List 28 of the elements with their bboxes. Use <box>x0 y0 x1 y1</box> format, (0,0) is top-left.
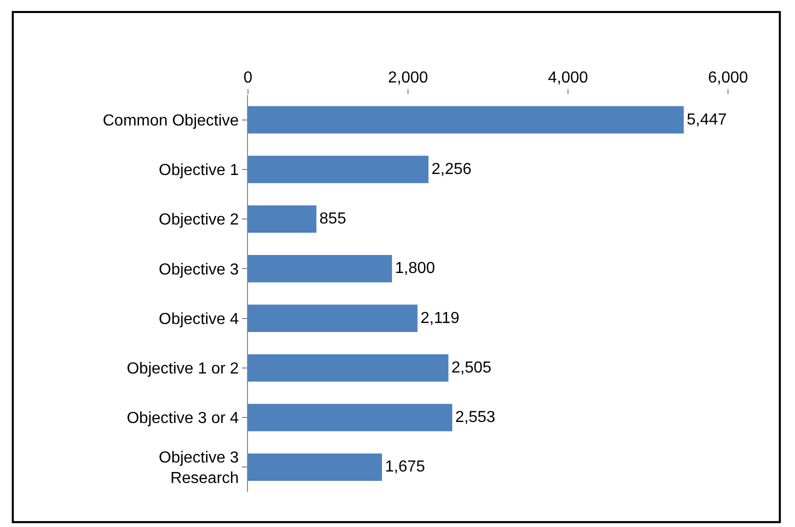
y-tick-label: Objective 4 <box>158 310 239 328</box>
y-tick-label: Common Objective <box>102 112 239 130</box>
data-label: 2,505 <box>451 359 492 376</box>
x-tick-label: 2,000 <box>388 70 428 87</box>
y-tick-label: Objective 3 or 4 <box>126 410 239 428</box>
y-tick-label: Objective 2 <box>158 212 239 229</box>
x-tick-label: 4,000 <box>548 70 588 87</box>
y-tick-label: Objective 3 Research <box>158 449 239 488</box>
data-label: 2,553 <box>455 409 496 426</box>
bar <box>248 255 392 282</box>
bar <box>248 156 428 184</box>
data-label: 855 <box>319 210 346 228</box>
bar <box>248 205 316 233</box>
y-tick-label: Objective 1 <box>158 162 239 180</box>
data-label: 2,119 <box>420 310 460 327</box>
data-label: 1,800 <box>395 260 436 278</box>
data-label: 1,675 <box>385 458 426 476</box>
data-label: 2,256 <box>431 160 472 178</box>
y-tick-label: Objective 3 <box>158 261 239 278</box>
x-tick-label: 6,000 <box>708 70 748 87</box>
bar <box>248 454 382 481</box>
y-tick-label: Objective 1 or 2 <box>126 360 239 378</box>
bar <box>248 404 452 432</box>
bar <box>248 304 418 332</box>
bar <box>248 354 448 382</box>
x-tick-label: 0 <box>244 70 253 87</box>
data-label: 5,447 <box>686 111 727 128</box>
bar <box>248 106 684 134</box>
